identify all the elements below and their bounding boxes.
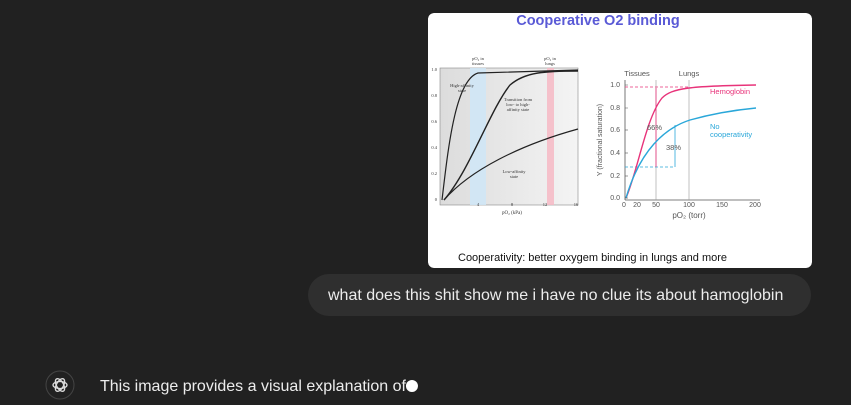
annotation: 66% — [647, 123, 662, 132]
y-tick-label: 0.8 — [610, 105, 620, 112]
x-tick-label: 100 — [683, 202, 695, 209]
typing-cursor — [405, 380, 418, 392]
x-tick-label: 50 — [652, 202, 660, 209]
low-affinity-curve — [443, 128, 579, 201]
annotation: state — [458, 88, 466, 93]
y-axis-label: Y (fractional saturation) — [597, 104, 604, 176]
annotation: affinity state — [507, 107, 530, 112]
annotation: state — [510, 174, 518, 179]
x-tick-label: 200 — [749, 202, 761, 209]
x-tick-label: 8 — [511, 202, 514, 207]
no-cooperativity-curve — [625, 107, 757, 199]
y-tick-label: 0 — [435, 197, 438, 202]
annotation: 38% — [666, 143, 681, 152]
x-tick-label: 4 — [477, 202, 480, 207]
legend-entry: cooperativity — [710, 130, 752, 139]
annotation: High-affinity — [450, 83, 474, 88]
y-tick-label: 1.0 — [431, 67, 437, 72]
x-tick-label: 0 — [622, 202, 626, 209]
user-bubble — [308, 274, 811, 316]
right-panel: 1.0 0.8 0.6 0.4 0.2 0.00 20 50 100 150 200 pO₂ (tor… — [597, 69, 761, 220]
x-tick-label: 12 — [543, 202, 548, 207]
x-tick-label: 150 — [716, 202, 728, 209]
top-label: tissues — [472, 61, 484, 66]
lung-band — [547, 68, 554, 205]
annotation: Low-affinity — [503, 169, 527, 174]
annotation: low- to high- — [506, 102, 530, 107]
transition-curve — [443, 70, 579, 201]
top-label: lungs — [545, 61, 555, 66]
image-card[interactable]: Cooperative O2 binding 1.0 0.8 0.6 0.4 0.2 0 4… — [428, 13, 812, 268]
y-tick-label: 0.0 — [610, 195, 620, 202]
annotation: Transition from — [504, 97, 533, 102]
hemoglobin-curve — [625, 84, 757, 199]
high-affinity-curve — [441, 69, 579, 201]
y-tick-label: 0.2 — [431, 171, 437, 176]
top-label: pO₂ in — [544, 56, 556, 61]
x-tick-label: 20 — [633, 202, 641, 209]
x-axis-label: pO₂ (torr) — [672, 211, 706, 220]
image-title: Cooperative O2 binding — [516, 13, 680, 29]
x-axis-label: pO₂ (kPa) — [502, 211, 522, 216]
image-caption: Cooperativity: better oxygem binding in … — [458, 252, 727, 264]
top-label: pO₂ in — [472, 56, 484, 61]
y-tick-label: 0.8 — [431, 93, 437, 98]
y-tick-label: 0.6 — [431, 119, 437, 124]
column-label: Lungs — [679, 69, 700, 78]
y-tick-label: 1.0 — [610, 82, 620, 89]
legend-entry: Hemoglobin — [710, 87, 750, 96]
assistant-message: This image provides a visual explanation… — [100, 378, 407, 395]
y-tick-label: 0.4 — [431, 145, 437, 150]
assistant-avatar — [45, 370, 75, 400]
tissue-band — [470, 68, 486, 205]
y-tick-label: 0.4 — [610, 150, 620, 157]
y-tick-label: 0.2 — [610, 173, 620, 180]
column-label: Tissues — [624, 69, 650, 78]
x-tick-label: 16 — [574, 202, 579, 207]
legend-entry: No — [710, 122, 720, 131]
y-tick-label: 0.6 — [610, 127, 620, 134]
user-message: what does this shit show me i have no cl… — [327, 287, 783, 304]
